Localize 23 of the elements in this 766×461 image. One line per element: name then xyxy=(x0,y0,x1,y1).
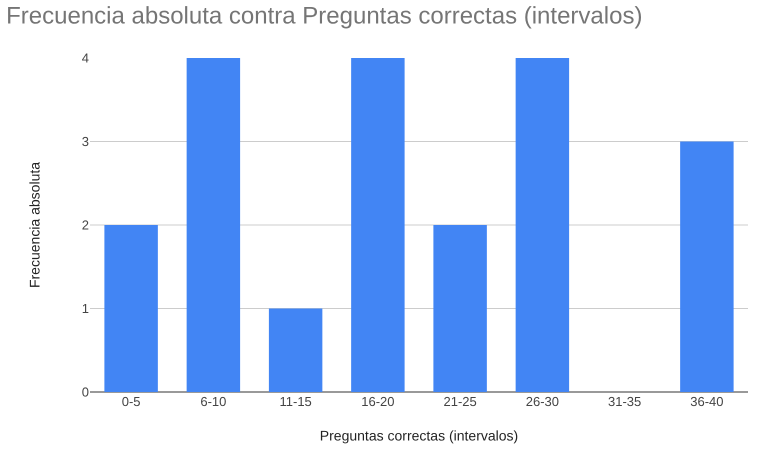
x-tick-label: 31-35 xyxy=(608,394,642,409)
x-axis-title: Preguntas correctas (intervalos) xyxy=(320,427,518,444)
x-tick-label: 6-10 xyxy=(200,394,226,409)
x-tick-label: 21-25 xyxy=(444,394,477,409)
y-tick-label: 1 xyxy=(82,301,89,316)
y-tick-label: 4 xyxy=(82,50,89,66)
bar xyxy=(268,308,322,392)
x-tick-label: 26-30 xyxy=(526,394,560,409)
chart-title: Frecuencia absoluta contra Preguntas correctas (intervalos) xyxy=(6,2,642,30)
y-axis-title: Frecuencia absoluta xyxy=(26,162,42,288)
x-tick-label: 11-15 xyxy=(279,394,312,409)
y-tick-label: 0 xyxy=(82,384,89,400)
bar xyxy=(516,58,570,392)
bar xyxy=(351,58,405,392)
bar xyxy=(433,225,487,392)
bar xyxy=(104,225,158,392)
bar xyxy=(680,142,734,392)
bar xyxy=(186,58,240,392)
x-tick-label: 0-5 xyxy=(122,394,141,409)
x-tick-label: 36-40 xyxy=(690,394,724,409)
x-tick-label: 16-20 xyxy=(361,394,395,409)
y-tick-label: 3 xyxy=(82,134,89,150)
y-tick-label: 2 xyxy=(82,218,89,233)
